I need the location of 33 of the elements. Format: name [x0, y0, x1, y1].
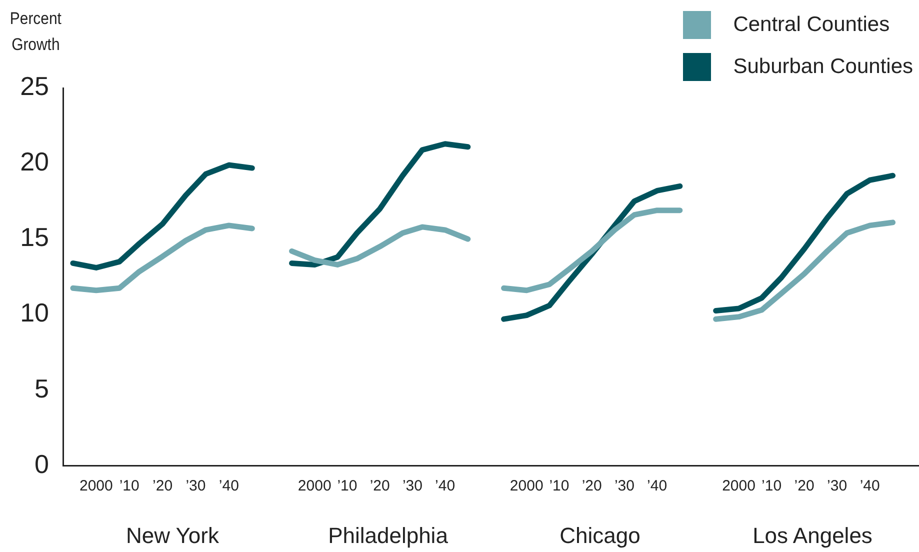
x-tick-label: ’20: [152, 478, 173, 495]
x-axis-title: New York: [126, 522, 220, 548]
x-tick-label: ’40: [647, 478, 668, 495]
x-tick-label: ’30: [186, 478, 206, 495]
x-tick-label: ’30: [827, 478, 848, 495]
x-tick-label: ’10: [119, 478, 140, 495]
x-tick-label: ’30: [614, 478, 634, 495]
y-tick-label: 15: [20, 222, 49, 252]
legend-label: Suburban Counties: [733, 55, 913, 79]
x-tick-label: ’10: [337, 478, 358, 495]
y-axis-title: Percent Growth: [8, 8, 62, 56]
x-tick-label: ’20: [582, 478, 602, 495]
x-tick-label: ’20: [370, 478, 390, 495]
y-tick-label: 0: [34, 448, 49, 479]
y-tick-label: 5: [34, 373, 49, 404]
y-tick-label: 25: [20, 71, 49, 102]
x-axis-title: Philadelphia: [328, 522, 449, 548]
legend-label: Central Counties: [733, 13, 890, 37]
x-tick-label: 2000: [298, 478, 332, 495]
x-tick-label: 2000: [722, 478, 756, 495]
y-tick-label: 20: [20, 146, 49, 177]
x-tick-label: 2000: [79, 478, 113, 495]
x-tick-label: ’20: [794, 478, 814, 495]
x-tick-label: ’10: [762, 478, 782, 495]
x-axis-title: Los Angeles: [752, 522, 872, 548]
x-tick-label: ’40: [860, 478, 880, 495]
x-tick-label: ’40: [218, 478, 239, 495]
y-tick-label: 10: [20, 298, 49, 328]
x-tick-label: ’40: [435, 478, 456, 495]
x-tick-label: ’10: [549, 478, 570, 495]
x-tick-label: 2000: [510, 478, 544, 495]
x-axis-title: Chicago: [560, 522, 640, 548]
x-tick-label: ’30: [402, 478, 422, 495]
